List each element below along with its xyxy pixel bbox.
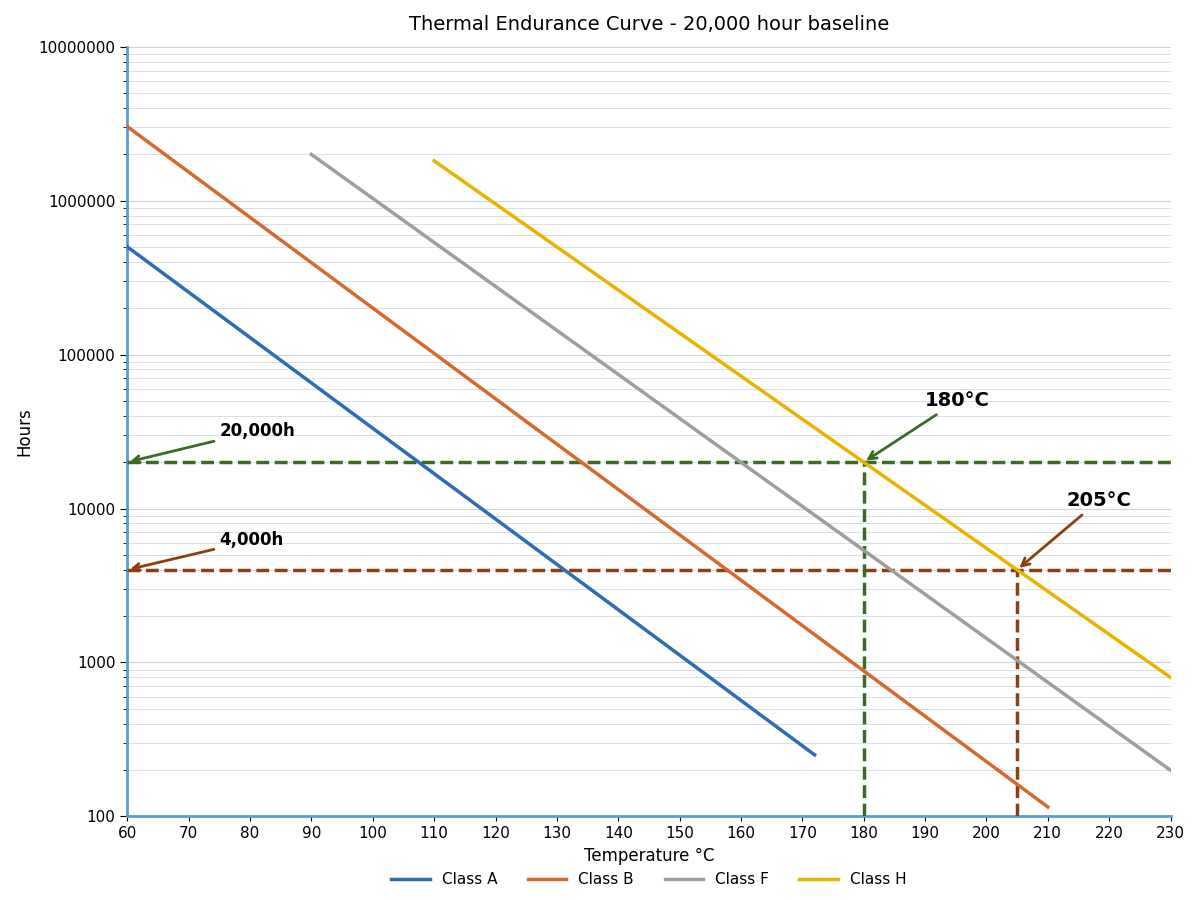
Line: Class F: Class F [312, 155, 1170, 770]
Line: Class B: Class B [127, 127, 1048, 807]
Class F [769, 482, 784, 493]
Text: 20,000h: 20,000h [133, 422, 295, 463]
Class H [865, 463, 880, 473]
Class B [563, 448, 577, 459]
Text: 205°C: 205°C [1021, 491, 1132, 566]
Title: Thermal Endurance Curve - 20,000 hour baseline: Thermal Endurance Curve - 20,000 hour ba… [409, 15, 889, 34]
Class B [1040, 802, 1055, 813]
Class F [816, 516, 830, 526]
Class A [684, 658, 698, 669]
Class B [1019, 785, 1033, 796]
Class F [1142, 750, 1157, 760]
Class B [120, 122, 134, 132]
Class B [875, 679, 889, 689]
Y-axis label: Hours: Hours [14, 407, 32, 456]
Class B [618, 490, 632, 500]
Class B [557, 445, 571, 455]
Text: 4,000h: 4,000h [133, 532, 283, 570]
Line: Class A: Class A [127, 247, 815, 755]
Class A [791, 737, 805, 748]
Text: 180°C: 180°C [869, 392, 990, 459]
Class A [120, 241, 134, 252]
Class H [1163, 672, 1177, 683]
Class H [776, 400, 791, 411]
Class A [529, 544, 544, 554]
Class A [808, 750, 822, 760]
Class H [1031, 579, 1045, 590]
Class H [1146, 660, 1160, 670]
Class F [713, 442, 727, 453]
Class F [718, 446, 732, 456]
Class H [427, 156, 442, 166]
Class F [1163, 765, 1177, 776]
Line: Class H: Class H [434, 161, 1170, 678]
Class A [446, 482, 461, 493]
Class H [826, 435, 840, 446]
X-axis label: Temperature °C: Temperature °C [583, 847, 714, 865]
Legend: Class A, Class B, Class F, Class H: Class A, Class B, Class F, Class H [385, 866, 912, 894]
Class F [305, 149, 319, 160]
Class A [451, 486, 466, 497]
Class F [1008, 653, 1022, 664]
Class B [668, 526, 683, 537]
Class H [781, 404, 796, 415]
Class A [492, 517, 506, 527]
